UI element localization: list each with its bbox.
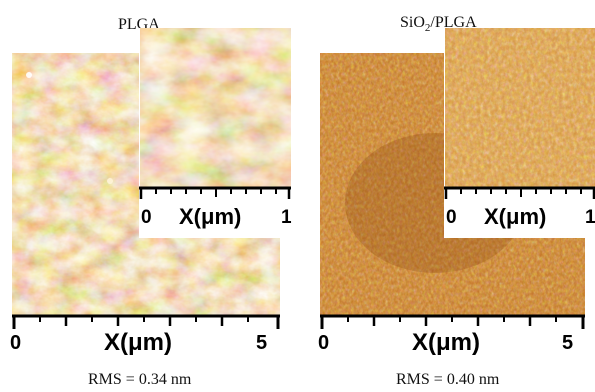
title-subscript: 2 — [424, 22, 431, 35]
afm-inset-image-plga — [140, 28, 291, 188]
title-rest: /PLGA — [430, 14, 477, 31]
inset-tick-start-plga: 0 — [141, 207, 152, 228]
inset-x-axis-plga — [139, 186, 291, 200]
inset-x-axis-sio2-plga — [444, 186, 595, 200]
main-x-axis-plga — [12, 314, 280, 329]
main-tick-start-sio2-plga: 0 — [318, 332, 330, 354]
rms-caption-sio2-plga: RMS = 0.40 nm — [396, 371, 500, 388]
main-tick-end-plga: 5 — [256, 332, 268, 354]
title-main: SiO — [400, 14, 425, 31]
inset-sio2-plga: 0 X(μm) 1 — [444, 28, 595, 238]
main-tick-end-sio2-plga: 5 — [562, 332, 574, 354]
afm-inset-image-sio2-plga — [445, 28, 595, 188]
main-x-axis-sio2-plga — [320, 314, 585, 329]
inset-axis-label-sio2-plga: X(μm) — [484, 204, 547, 229]
panel-title-sio2-plga: SiO2/PLGA — [400, 14, 477, 34]
inset-tick-start-sio2-plga: 0 — [446, 207, 457, 228]
main-axis-label-sio2-plga: X(μm) — [412, 329, 481, 356]
inset-axis-label-plga: X(μm) — [179, 204, 242, 229]
rms-caption-plga: RMS = 0.34 nm — [88, 371, 192, 388]
inset-plga: 0 X(μm) 1 — [139, 28, 292, 238]
inset-tick-end-plga: 1 — [281, 207, 292, 228]
inset-tick-end-sio2-plga: 1 — [585, 207, 595, 228]
main-tick-start-plga: 0 — [10, 332, 22, 354]
main-axis-label-plga: X(μm) — [104, 329, 173, 356]
